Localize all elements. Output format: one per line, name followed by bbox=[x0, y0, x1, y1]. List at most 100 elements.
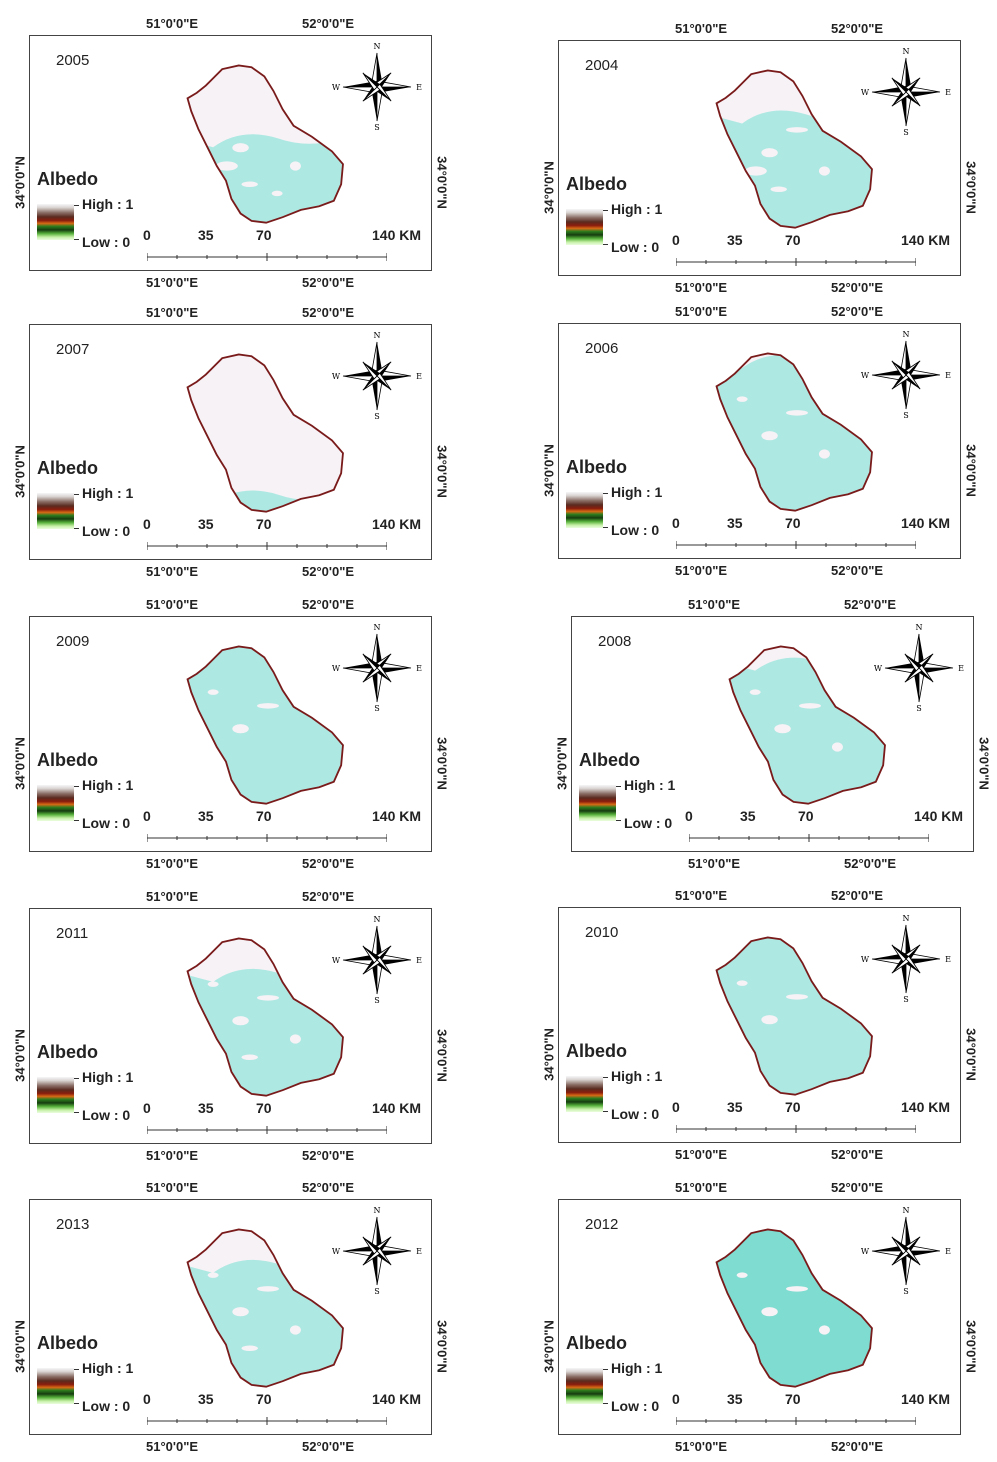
legend-high-label: High : 1 bbox=[611, 1360, 663, 1376]
legend-title: Albedo bbox=[37, 458, 98, 478]
legend-high-tick bbox=[603, 210, 608, 211]
compass-east-label: E bbox=[416, 956, 422, 965]
compass-north-label: N bbox=[374, 331, 381, 340]
bottom-longitude-west-label: 51°0'0"E bbox=[675, 280, 728, 295]
map-frame: 2012 N S W E Albedo High : 1 Low : 0 0 35 70 140 KM bbox=[558, 1199, 961, 1435]
study-area-boundary bbox=[715, 69, 873, 229]
legend-high-tick bbox=[603, 1369, 608, 1370]
legend-title: Albedo bbox=[566, 174, 627, 194]
high-albedo-patch bbox=[786, 994, 808, 1000]
legend-high-label: High : 1 bbox=[624, 777, 676, 793]
legend-low-label: Low : 0 bbox=[611, 1398, 660, 1414]
legend-high-tick bbox=[616, 786, 621, 787]
low-albedo-area bbox=[716, 937, 872, 1095]
legend-low-tick bbox=[603, 1403, 608, 1404]
scale-label-0: 0 bbox=[143, 808, 151, 824]
compass-east-label: E bbox=[416, 664, 422, 673]
legend-high-label: High : 1 bbox=[611, 1068, 663, 1084]
right-latitude-label: 34°0'0"N bbox=[434, 1029, 450, 1082]
scale-label-0: 0 bbox=[685, 808, 693, 824]
scale-label-0: 0 bbox=[143, 1391, 151, 1407]
compass-west-label: W bbox=[861, 88, 870, 97]
year-label: 2005 bbox=[56, 52, 90, 69]
high-albedo-patch bbox=[831, 742, 843, 752]
legend-high-label: High : 1 bbox=[82, 196, 134, 212]
compass-east-label: E bbox=[945, 955, 951, 964]
low-albedo-area bbox=[187, 646, 343, 804]
north-arrow-compass-icon: N S W E bbox=[874, 623, 964, 713]
bottom-longitude-east-label: 52°0'0"E bbox=[302, 564, 355, 579]
scale-label-1: 35 bbox=[198, 1391, 214, 1407]
left-latitude-label: 34°0'0"N bbox=[541, 161, 557, 214]
compass-south-label: S bbox=[903, 128, 908, 137]
legend-low-tick bbox=[616, 820, 621, 821]
compass-east-label: E bbox=[945, 371, 951, 380]
study-area-boundary bbox=[715, 936, 873, 1096]
scale-label-1: 35 bbox=[198, 516, 214, 532]
scale-bar bbox=[147, 253, 387, 261]
compass-north-label: N bbox=[903, 47, 910, 56]
low-albedo-area bbox=[187, 938, 343, 1096]
scale-label-2: 70 bbox=[256, 516, 272, 532]
bottom-longitude-west-label: 51°0'0"E bbox=[675, 563, 728, 578]
legend-low-label: Low : 0 bbox=[82, 1398, 131, 1414]
high-albedo-patch bbox=[736, 113, 748, 119]
bottom-longitude-east-label: 52°0'0"E bbox=[302, 1439, 355, 1454]
north-arrow-compass-icon: N S W E bbox=[861, 1206, 951, 1296]
compass-south-label: S bbox=[374, 412, 379, 421]
top-longitude-west-label: 51°0'0"E bbox=[146, 889, 199, 904]
high-albedo-area bbox=[187, 65, 343, 148]
map-frame: 2008 N S W E Albedo High : 1 Low : 0 0 35 70 140 KM bbox=[571, 616, 974, 852]
top-longitude-east-label: 52°0'0"E bbox=[302, 16, 355, 31]
right-latitude-label: 34°0'0"N bbox=[976, 737, 992, 790]
legend-title: Albedo bbox=[566, 457, 627, 477]
bottom-longitude-west-label: 51°0'0"E bbox=[146, 275, 199, 290]
right-latitude-label: 34°0'0"N bbox=[434, 737, 450, 790]
bottom-longitude-west-label: 51°0'0"E bbox=[146, 856, 199, 871]
left-latitude-label: 34°0'0"N bbox=[541, 1320, 557, 1373]
scale-label-0: 0 bbox=[672, 1099, 680, 1115]
high-albedo-patch bbox=[744, 166, 767, 176]
scale-label-0: 0 bbox=[143, 227, 151, 243]
year-label: 2012 bbox=[585, 1216, 619, 1233]
scale-label-2: 70 bbox=[798, 808, 814, 824]
compass-east-label: E bbox=[945, 1247, 951, 1256]
high-albedo-patch bbox=[736, 980, 748, 986]
legend-low-tick bbox=[74, 528, 79, 529]
study-area-boundary bbox=[728, 645, 886, 805]
right-latitude-label: 34°0'0"N bbox=[963, 1028, 979, 1081]
scale-bar bbox=[676, 541, 916, 549]
legend-low-label: Low : 0 bbox=[611, 1106, 660, 1122]
high-albedo-area bbox=[716, 353, 872, 369]
high-albedo-patch bbox=[761, 1307, 778, 1317]
bottom-longitude-east-label: 52°0'0"E bbox=[831, 1439, 884, 1454]
legend-high-tick bbox=[74, 1078, 79, 1079]
high-albedo-patch bbox=[289, 450, 301, 460]
legend-low-tick bbox=[74, 1112, 79, 1113]
bottom-longitude-west-label: 51°0'0"E bbox=[675, 1439, 728, 1454]
scale-label-1: 35 bbox=[198, 1100, 214, 1116]
study-area-map bbox=[728, 645, 886, 805]
compass-south-label: S bbox=[903, 995, 908, 1004]
scale-label-2: 70 bbox=[256, 1100, 272, 1116]
compass-west-label: W bbox=[332, 83, 341, 92]
compass-south-label: S bbox=[374, 123, 379, 132]
high-albedo-patch bbox=[207, 689, 219, 695]
study-area-map bbox=[186, 937, 344, 1097]
high-albedo-patch bbox=[818, 449, 830, 459]
compass-west-label: W bbox=[332, 372, 341, 381]
high-albedo-patch bbox=[736, 1272, 748, 1278]
legend-low-tick bbox=[74, 239, 79, 240]
map-frame: 2004 N S W E Albedo High : 1 Low : 0 0 35 70 140 KM bbox=[558, 40, 961, 276]
scale-bar bbox=[676, 1417, 916, 1425]
low-albedo-area bbox=[729, 646, 885, 804]
compass-north-label: N bbox=[903, 330, 910, 339]
scale-label-3: 140 KM bbox=[372, 1100, 422, 1116]
legend-color-ramp bbox=[37, 1368, 74, 1404]
compass-east-label: E bbox=[958, 664, 964, 673]
legend-low-label: Low : 0 bbox=[82, 1107, 131, 1123]
legend-high-label: High : 1 bbox=[82, 1360, 134, 1376]
legend-title: Albedo bbox=[37, 1042, 98, 1062]
left-latitude-label: 34°0'0"N bbox=[541, 1028, 557, 1081]
high-albedo-patch bbox=[257, 1286, 279, 1292]
